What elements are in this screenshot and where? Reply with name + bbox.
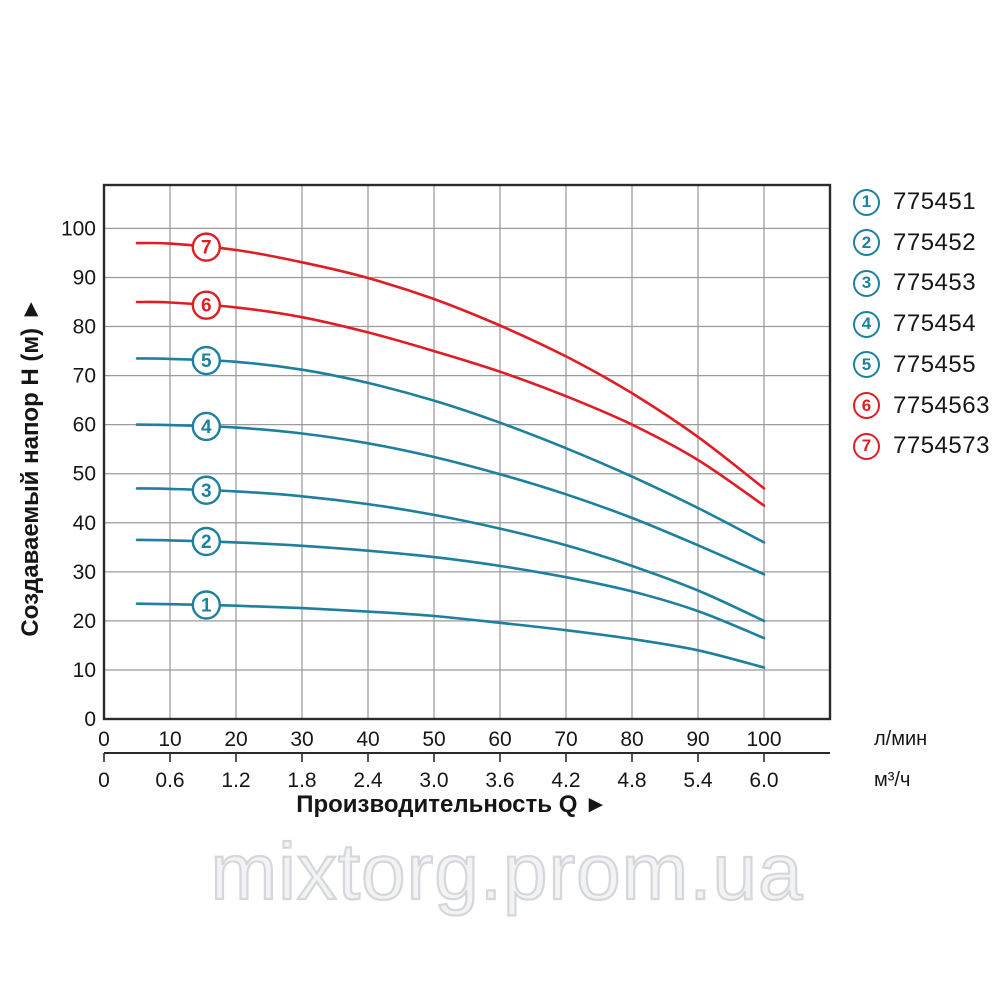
y-tick-label: 0 (84, 708, 96, 731)
x-axis-unit-lmin: л/мин (874, 728, 927, 750)
x-tick-label-lmin: 70 (554, 728, 577, 751)
x-tick-label-lmin: 90 (686, 728, 709, 751)
x-tick-label-lmin: 20 (224, 728, 247, 751)
y-tick-label: 90 (73, 266, 96, 289)
y-axis-title: Создаваемый напор Н (м) ► (17, 297, 44, 636)
y-tick-label: 70 (73, 365, 96, 388)
curve-marker-number-2: 2 (201, 532, 212, 553)
y-tick-label: 20 (73, 610, 96, 633)
x-tick-label-lmin: 0 (98, 728, 110, 751)
y-tick-label: 60 (73, 414, 96, 437)
x-tick-label-lmin: 100 (746, 728, 781, 751)
x-tick-label-m3h: 1.2 (221, 769, 250, 792)
curve-4 (135, 423, 766, 576)
x-tick-label-lmin: 40 (356, 728, 379, 751)
curve-3 (135, 487, 766, 623)
x-tick-label-lmin: 10 (158, 728, 181, 751)
plot-border (102, 183, 832, 721)
x-tick-label-lmin: 60 (488, 728, 511, 751)
curve-marker-6 (191, 290, 222, 320)
x-tick-label-m3h: 3.0 (419, 769, 448, 792)
curve-marker-3 (191, 475, 222, 505)
curve-marker-number-7: 7 (201, 238, 212, 259)
curve-marker-number-1: 1 (201, 596, 212, 617)
curve-7 (135, 241, 766, 490)
curve-marker-number-4: 4 (201, 417, 212, 438)
curve-5 (135, 357, 766, 544)
y-tick-label: 40 (73, 512, 96, 535)
curve-2 (135, 538, 766, 640)
curve-1 (135, 602, 766, 669)
watermark: mixtorg.prom.ua (209, 826, 804, 916)
x-tick-label-m3h: 2.4 (353, 769, 383, 792)
curve-marker-5 (191, 345, 222, 376)
curve-marker-4 (191, 411, 222, 442)
y-tick-label: 100 (61, 217, 96, 240)
x-axis-title: Производительность Q ► (296, 791, 608, 818)
curve-6 (135, 300, 766, 507)
curve-marker-7 (191, 232, 222, 262)
x-tick-label-m3h: 0.6 (155, 769, 184, 792)
x-tick-label-m3h: 6.0 (749, 769, 778, 792)
y-tick-label: 30 (73, 561, 96, 584)
x-tick-label-m3h: 4.2 (551, 769, 580, 792)
x-tick-label-m3h: 4.8 (617, 769, 646, 792)
plot-area (104, 185, 830, 719)
x-tick-label-m3h: 3.6 (485, 769, 514, 792)
curve-marker-number-6: 6 (201, 296, 212, 317)
x-tick-label-m3h: 1.8 (287, 769, 316, 792)
x-tick-label-lmin: 80 (620, 728, 643, 751)
curve-marker-1 (191, 590, 222, 620)
x-axis-unit-m3h: м³/ч (874, 769, 910, 791)
y-tick-label: 80 (73, 316, 96, 339)
curve-marker-2 (191, 526, 222, 557)
x-tick-label-lmin: 30 (290, 728, 313, 751)
x-tick-label-m3h: 0 (98, 769, 110, 792)
y-tick-label: 50 (73, 463, 96, 486)
curve-marker-number-3: 3 (201, 481, 212, 502)
curve-marker-number-5: 5 (201, 351, 212, 372)
x-tick-label-m3h: 5.4 (683, 769, 713, 792)
x-tick-label-lmin: 50 (422, 728, 445, 751)
y-tick-label: 10 (73, 659, 96, 682)
